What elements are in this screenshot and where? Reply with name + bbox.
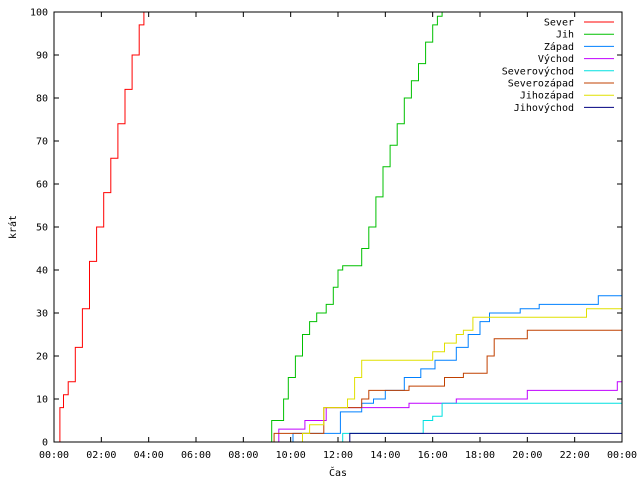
x-tick-label: 00:00 [607,450,637,461]
y-tick-label: 50 [36,223,48,234]
y-tick-label: 60 [36,180,48,191]
y-tick-label: 30 [36,309,48,320]
series-line-západ [54,295,622,443]
legend-label: Severovýchod [502,65,574,77]
x-tick-label: 20:00 [512,450,542,461]
x-axis-ticks: 00:00 02:00 04:00 06:00 08:00 10:00 12:00 14:00… [39,12,637,461]
y-tick-label: 10 [36,395,48,406]
y-axis-ticks: 0 10 20 30 40 50 60 70 80 90 100 [30,8,622,449]
legend-label: Severozápad [508,78,574,90]
x-tick-label: 16:00 [418,450,448,461]
x-tick-label: 04:00 [134,450,164,461]
y-tick-label: 0 [42,438,48,449]
y-tick-label: 70 [36,137,48,148]
x-tick-label: 14:00 [370,450,400,461]
x-tick-label: 06:00 [181,450,211,461]
x-tick-label: 00:00 [39,450,69,461]
x-tick-label: 18:00 [465,450,495,461]
legend: SeverJihZápadVýchodSeverovýchodSeverozáp… [502,18,614,114]
x-tick-label: 02:00 [86,450,116,461]
series-line-východ [54,381,622,443]
y-tick-label: 100 [30,8,48,19]
legend-label: Západ [544,41,574,53]
y-tick-label: 90 [36,51,48,62]
legend-label: Sever [544,18,574,29]
x-tick-label: 08:00 [228,450,258,461]
legend-label: Východ [538,53,574,65]
legend-label: Jihozápad [520,90,574,102]
series-line-jihozápad [54,300,623,443]
series-line-severozápad [54,325,623,443]
x-axis-label: Čas [329,466,347,479]
y-tick-label: 80 [36,94,48,105]
x-tick-label: 12:00 [323,450,353,461]
legend-label: Jihovýchod [514,102,574,114]
y-tick-label: 40 [36,266,48,277]
x-tick-label: 22:00 [560,450,590,461]
series-line-sever [54,12,145,443]
y-axis-label: krát [7,215,19,239]
legend-label: Jih [556,30,574,41]
y-tick-label: 20 [36,352,48,363]
series-line-jih [54,12,443,443]
x-tick-label: 10:00 [276,450,306,461]
